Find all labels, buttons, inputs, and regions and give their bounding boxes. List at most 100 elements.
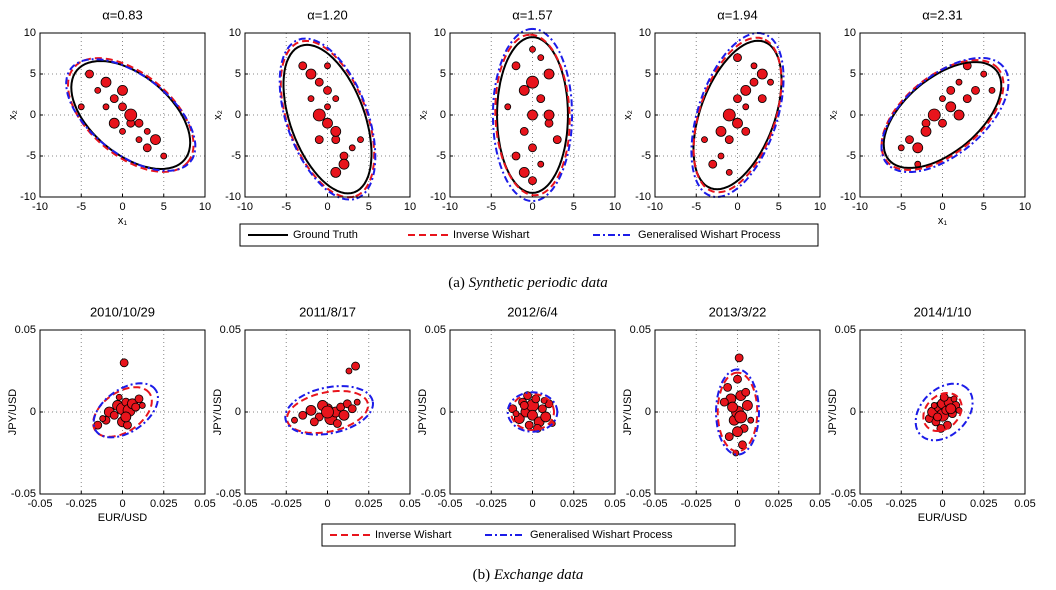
point <box>536 94 546 103</box>
point <box>124 108 138 122</box>
x-tick-label: 0 <box>529 498 535 510</box>
x-tick-label: -0.05 <box>437 498 462 510</box>
point <box>351 361 360 371</box>
x-tick-label: 5 <box>366 201 372 213</box>
y-tick-label: 0 <box>235 109 241 121</box>
y-tick-label: 0.05 <box>220 324 241 336</box>
point <box>312 108 326 122</box>
point <box>109 410 119 420</box>
point <box>322 117 333 129</box>
point <box>905 135 914 145</box>
x-tick-label: 10 <box>199 201 211 213</box>
chart-title: α=2.31 <box>922 7 962 22</box>
y-tick-label: 0 <box>645 406 651 418</box>
point <box>118 102 127 112</box>
point <box>330 166 342 178</box>
point <box>512 410 520 418</box>
x-tick-label: 5 <box>981 201 987 213</box>
y-tick-label: 0.05 <box>15 324 36 336</box>
point <box>939 95 946 102</box>
y-tick-label: -5 <box>641 150 651 162</box>
x-tick-label: -5 <box>281 201 291 213</box>
point <box>740 85 752 96</box>
point <box>733 53 742 62</box>
legend-top <box>239 223 819 247</box>
point <box>291 416 298 424</box>
x-tick-label: 0.025 <box>150 498 178 510</box>
y-tick-label: 0 <box>440 109 446 121</box>
y-tick-label: -0.05 <box>626 488 651 500</box>
point <box>945 101 957 113</box>
y-tick-label: 0 <box>235 406 241 418</box>
point <box>324 62 331 70</box>
chart-title: α=0.83 <box>102 7 142 22</box>
point <box>353 398 361 406</box>
axes-box <box>449 32 616 198</box>
point <box>518 166 530 178</box>
y-axis-label: JPY/USD <box>212 389 224 436</box>
point <box>305 68 317 80</box>
y-tick-label: -10 <box>840 191 856 203</box>
x-tick-label: -0.025 <box>271 498 302 510</box>
y-tick-label: -10 <box>20 191 36 203</box>
point <box>920 125 932 137</box>
y-axis-label: x₂ <box>212 110 224 120</box>
x-tick-label: -0.025 <box>476 498 507 510</box>
point <box>715 125 727 137</box>
x-tick-label: 0.025 <box>765 498 793 510</box>
x-tick-label: 5 <box>776 201 782 213</box>
y-tick-label: -5 <box>846 150 856 162</box>
y-axis-label: JPY/USD <box>7 389 19 436</box>
chart-title: 2014/1/10 <box>914 304 972 319</box>
x-tick-label: -0.05 <box>642 498 667 510</box>
point <box>77 103 85 111</box>
legend-box <box>321 523 736 547</box>
ellipse <box>506 391 559 433</box>
x-tick-label: 0.05 <box>194 498 215 510</box>
y-tick-label: 0 <box>30 109 36 121</box>
subplot: -0.05 -0.025 0 0.025 0.05 -0.05 0 0.05 2013/3/22… <box>622 304 831 509</box>
point <box>988 87 996 94</box>
point <box>734 353 744 363</box>
point <box>528 176 537 186</box>
x-tick-label: 10 <box>1019 201 1031 213</box>
point <box>938 118 947 128</box>
point <box>524 420 534 430</box>
point <box>348 144 356 152</box>
x-tick-label: -10 <box>647 201 663 213</box>
x-tick-label: 0 <box>939 498 945 510</box>
chart-title: α=1.94 <box>717 7 757 22</box>
ellipse <box>65 58 197 172</box>
y-tick-label: 5 <box>645 68 651 80</box>
point <box>723 382 732 392</box>
point <box>757 94 767 103</box>
point <box>552 135 562 145</box>
point <box>115 393 123 401</box>
axes-box <box>654 329 821 495</box>
x-tick-label: 0.05 <box>604 498 625 510</box>
point <box>529 46 536 53</box>
point <box>307 95 315 102</box>
x-tick-label: -5 <box>896 201 906 213</box>
x-axis-label: EUR/USD <box>918 512 968 524</box>
x-axis-label: x₁ <box>938 215 948 227</box>
x-tick-label: 0 <box>119 498 125 510</box>
point <box>331 135 341 145</box>
y-axis-label: x₂ <box>7 110 19 120</box>
point <box>767 78 774 86</box>
x-tick-label: -10 <box>237 201 253 213</box>
point <box>537 160 545 168</box>
chart-title: 2010/10/29 <box>90 304 155 319</box>
point <box>85 69 94 79</box>
point <box>749 77 759 87</box>
point <box>102 103 110 111</box>
point <box>504 103 512 111</box>
y-tick-label: 0 <box>850 109 856 121</box>
ellipse <box>880 56 1010 174</box>
chart-title: α=1.57 <box>512 7 552 22</box>
y-tick-label: -0.05 <box>216 488 241 500</box>
y-tick-label: 0 <box>440 406 446 418</box>
y-tick-label: 0.05 <box>835 324 856 336</box>
point <box>722 108 736 122</box>
point <box>109 94 119 103</box>
